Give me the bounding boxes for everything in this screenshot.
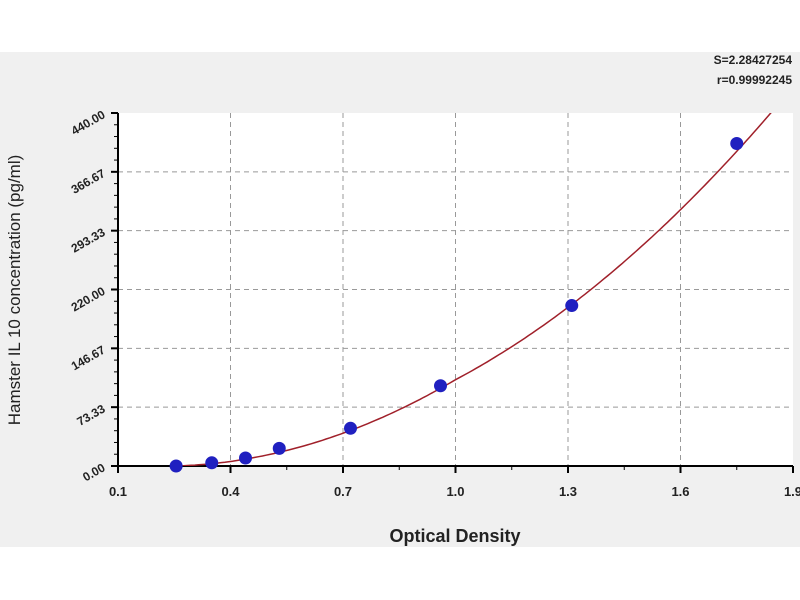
y-tick-label: 73.33 bbox=[74, 401, 107, 428]
x-tick-label: 1.3 bbox=[559, 484, 577, 499]
y-tick-label: 146.67 bbox=[69, 343, 108, 374]
s-statistic: S=2.28427254 bbox=[713, 53, 792, 67]
y-tick-label: 440.00 bbox=[69, 107, 108, 138]
data-point bbox=[565, 299, 579, 313]
y-tick-label: 220.00 bbox=[69, 284, 108, 315]
data-point bbox=[169, 459, 183, 473]
data-point bbox=[205, 456, 219, 470]
y-axis-label: Hamster IL 10 concentration (pg/ml) bbox=[5, 155, 24, 426]
x-tick-label: 1.0 bbox=[446, 484, 464, 499]
data-point bbox=[344, 421, 357, 435]
y-tick-label: 366.67 bbox=[69, 166, 108, 197]
x-tick-label: 1.9 bbox=[784, 484, 800, 499]
x-tick-label: 0.4 bbox=[221, 484, 240, 499]
data-point bbox=[272, 441, 286, 455]
y-tick-label: 293.33 bbox=[69, 225, 108, 256]
x-tick-label: 0.1 bbox=[109, 484, 127, 499]
x-tick-label: 1.6 bbox=[671, 484, 689, 499]
y-tick-label: 0.00 bbox=[80, 460, 108, 484]
data-point bbox=[434, 379, 447, 393]
x-axis-label: Optical Density bbox=[389, 526, 520, 546]
x-tick-label: 0.7 bbox=[334, 484, 352, 499]
r-statistic: r=0.99992245 bbox=[716, 73, 792, 87]
data-point bbox=[730, 136, 744, 150]
data-point bbox=[239, 451, 252, 465]
